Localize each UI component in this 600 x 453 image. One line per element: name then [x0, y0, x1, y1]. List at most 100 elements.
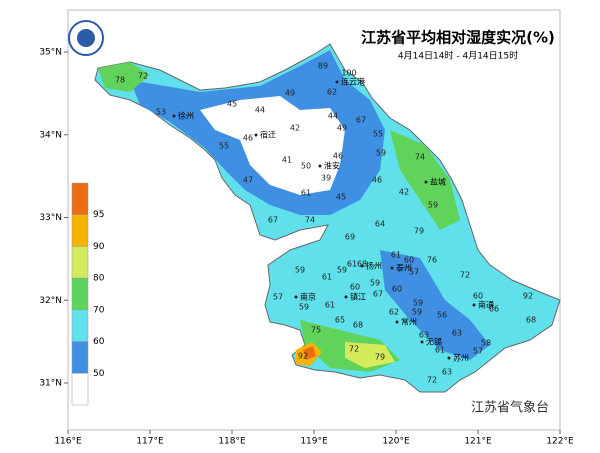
station-value: 63 — [452, 329, 462, 338]
city-label: 盐城 — [430, 177, 446, 187]
station-value: 45 — [336, 193, 346, 202]
city-dot — [447, 356, 451, 360]
city-label: 扬州 — [366, 261, 382, 271]
station-value: 46 — [243, 134, 253, 143]
city-label: 宿迁 — [260, 130, 276, 140]
legend-swatch — [71, 246, 89, 279]
province-map — [94, 43, 561, 393]
station-value: 60 — [350, 283, 360, 292]
station-value: 44 — [255, 106, 265, 115]
station-value: 61 — [391, 251, 401, 260]
station-value: 41 — [282, 156, 292, 165]
city-label: 无锡 — [426, 338, 442, 347]
city-dot — [420, 340, 424, 344]
station-value: 68 — [353, 321, 363, 330]
legend-label: 95 — [93, 210, 104, 220]
station-value: 65 — [335, 316, 345, 325]
lon-label: 117°E — [136, 437, 164, 447]
station-value: 59 — [370, 279, 380, 288]
region-yellow — [345, 342, 395, 368]
station-value: 60 — [473, 292, 483, 301]
station-value: 62 — [327, 88, 337, 97]
city-label: 徐州 — [178, 111, 194, 121]
legend-swatch — [71, 341, 89, 374]
legend-swatch — [71, 309, 89, 342]
lat-label: 33°N — [39, 213, 62, 223]
city-label: 南通 — [478, 300, 494, 310]
station-value: 49 — [337, 124, 347, 133]
station-value: 92 — [298, 352, 308, 361]
station-value: 53 — [156, 108, 166, 117]
lat-label: 31°N — [39, 379, 62, 389]
station-value: 63 — [442, 368, 452, 377]
legend-label: 90 — [93, 242, 105, 252]
lon-label: 118°E — [218, 437, 246, 447]
legend-label: 70 — [93, 305, 105, 315]
lon-label: 116°E — [54, 437, 82, 447]
city-label: 泰州 — [396, 263, 412, 273]
city-label: 连云港 — [341, 77, 365, 87]
legend-label: 80 — [93, 274, 105, 284]
station-value: 62 — [389, 308, 399, 317]
station-value: 45 — [227, 100, 237, 109]
logo — [68, 20, 104, 56]
station-value: 56 — [437, 311, 447, 320]
station-value: 64 — [375, 220, 385, 229]
lon-label: 122°E — [546, 437, 574, 447]
station-value: 59 — [376, 149, 386, 158]
station-value: 72 — [460, 271, 470, 280]
city-dot — [335, 80, 339, 84]
station-value: 44 — [328, 112, 338, 121]
city-dot — [360, 264, 364, 268]
station-value: 66 — [489, 305, 499, 314]
station-value: 50 — [301, 162, 311, 171]
station-value: 59 — [413, 299, 423, 308]
station-value: 89 — [318, 62, 328, 71]
station-value: 79 — [375, 353, 385, 362]
station-value: 57 — [273, 293, 283, 302]
city-label: 淮安 — [324, 161, 340, 171]
legend-swatch — [71, 182, 89, 215]
station-value: 55 — [373, 130, 383, 139]
station-value: 59 — [428, 201, 438, 210]
station-value: 67 — [373, 290, 383, 299]
station-value: 60 — [392, 285, 402, 294]
station-value: 49 — [285, 89, 295, 98]
city-dot — [472, 303, 476, 307]
station-value: 61 — [347, 260, 357, 269]
station-value: 47 — [243, 176, 253, 185]
station-value: 59 — [337, 266, 347, 275]
station-value: 59 — [295, 266, 305, 275]
station-value: 72 — [349, 345, 359, 354]
map-subtitle: 4月14日14时 - 4月14日15时 — [398, 50, 518, 62]
station-value: 46 — [333, 152, 343, 161]
station-value: 78 — [115, 76, 125, 85]
station-value: 69 — [345, 233, 355, 242]
city-dot — [294, 295, 298, 299]
station-value: 72 — [138, 72, 148, 81]
city-dot — [390, 266, 394, 270]
station-value: 79 — [414, 227, 424, 236]
city-label: 南京 — [300, 292, 316, 302]
station-value: 58 — [481, 339, 491, 348]
region-green — [98, 62, 150, 92]
legend-label: 50 — [93, 369, 105, 379]
city-dot — [172, 114, 176, 118]
station-value: 61 — [325, 301, 335, 310]
station-value: 57 — [473, 347, 483, 356]
station-value: 67 — [356, 116, 366, 125]
station-value: 55 — [219, 142, 229, 151]
station-value: 61 — [435, 346, 445, 355]
lon-label: 120°E — [382, 437, 410, 447]
lat-label: 34°N — [39, 130, 62, 140]
region-green — [390, 130, 460, 230]
station-value: 92 — [523, 292, 533, 301]
station-value: 61 — [301, 189, 311, 198]
region-blue — [380, 250, 490, 360]
city-dot — [254, 133, 258, 137]
station-value: 68 — [357, 260, 367, 269]
lon-label: 121°E — [464, 437, 492, 447]
station-value: 42 — [399, 188, 409, 197]
station-value: 76 — [427, 256, 437, 265]
